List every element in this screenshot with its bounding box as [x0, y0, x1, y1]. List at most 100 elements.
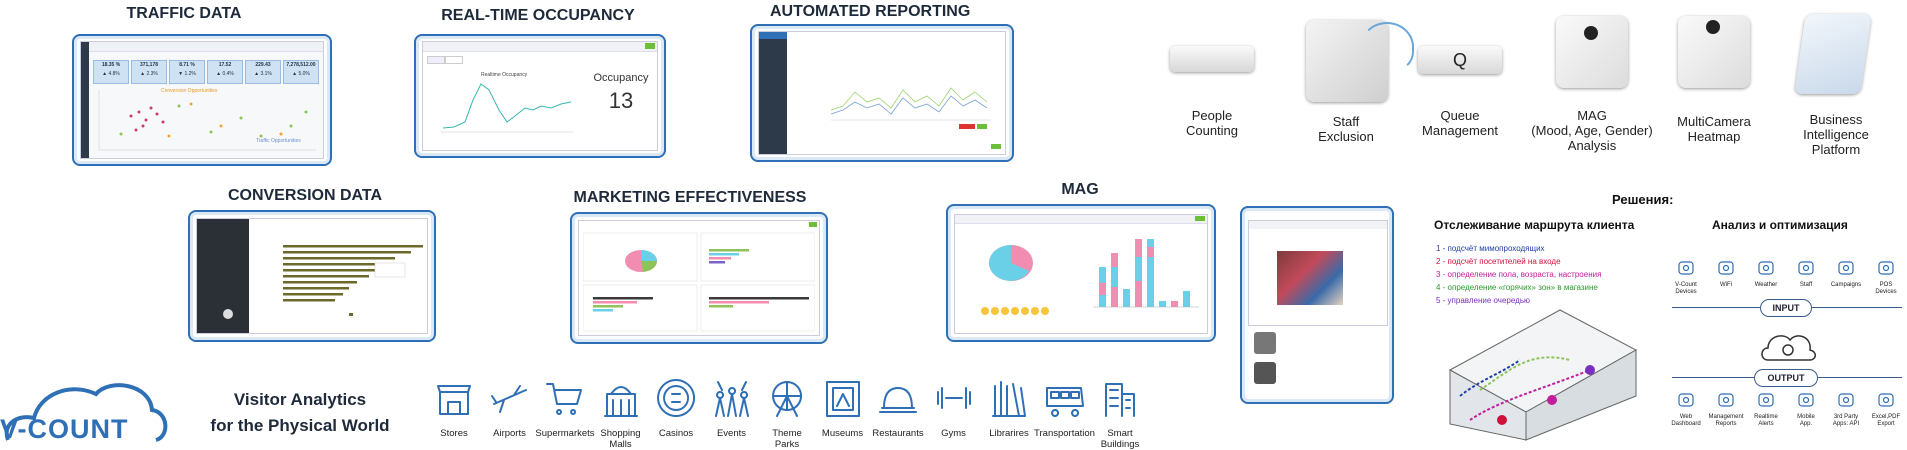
kpi-value: 371,178 — [139, 62, 159, 68]
mall-icon — [601, 378, 641, 418]
shopping-cart-icon — [545, 378, 585, 418]
tagline-line1: Visitor Analytics — [233, 390, 367, 409]
occupancy-screen: Realtime Occupancy Occupancy 13 — [422, 41, 658, 151]
kpi-tile: 17.52 ▲ 0.4% — [207, 60, 243, 84]
reporting-line-chart — [830, 87, 991, 121]
solution-item: 5 - управление очередью — [1436, 296, 1530, 305]
airplane-icon — [490, 378, 530, 418]
cloche-icon — [878, 378, 918, 418]
industry-label: Museums — [821, 428, 864, 439]
bi-platform-devices — [1794, 14, 1872, 94]
mag-camera-card[interactable] — [1240, 206, 1394, 404]
marketing-card[interactable] — [570, 212, 828, 344]
mag-device-lens — [1584, 26, 1598, 40]
mag-charts — [981, 239, 1199, 315]
store-isometric-map — [1440, 300, 1640, 444]
kpi-change: ▲ 4.8% — [102, 71, 120, 77]
mag-analysis-label: MAG (Mood, Age, Gender) Analysis — [1531, 108, 1653, 153]
report-icon — [1716, 392, 1736, 408]
output-label: OUTPUT — [1754, 369, 1818, 387]
mag-screen — [954, 214, 1208, 334]
input-label: WiFi — [1720, 282, 1732, 288]
logo-text: V-COUNT — [0, 414, 129, 444]
svg-text:Conversion Opportunities: Conversion Opportunities — [161, 88, 218, 94]
output-label: Web Dashboard — [1671, 414, 1701, 427]
conversion-card[interactable] — [188, 210, 436, 342]
kpi-tile: 371,178 ▲ 2.3% — [131, 60, 167, 84]
face-avatar-2 — [1254, 362, 1276, 384]
automated-reporting-title: AUTOMATED REPORTING — [770, 3, 971, 20]
occupancy-label: Occupancy — [593, 72, 649, 84]
reporting-card[interactable] — [750, 24, 1014, 162]
store-map-illustration — [1448, 309, 1638, 441]
input-label: Weather — [1754, 282, 1778, 288]
industry-label: Casinos — [658, 428, 694, 439]
kpi-value: 17.52 — [218, 62, 232, 68]
marketing-effectiveness-title: MARKETING EFFECTIVENESS — [573, 189, 807, 206]
api-icon — [1836, 392, 1856, 408]
kpi-change: ▲ 0.4% — [216, 71, 234, 77]
museum-icon — [823, 378, 863, 418]
wifi-icon — [1716, 260, 1736, 276]
event-crowd-icon — [712, 378, 752, 418]
queue-management-device: Q — [1418, 46, 1502, 74]
output-label: Realtime Alerts — [1754, 414, 1778, 427]
industry-label: Transportation — [1034, 428, 1095, 439]
books-icon — [989, 378, 1029, 418]
face-avatar-1 — [1254, 332, 1276, 354]
kpi-tile: 7,278,512.00 ▲ 5.0% — [283, 60, 319, 84]
kpi-change: ▲ 2.3% — [140, 71, 158, 77]
input-label: V-Count Devices — [1675, 282, 1697, 295]
input-label: Campaigns — [1830, 282, 1862, 288]
industry-label: Restaurants — [872, 428, 924, 439]
kpi-change: ▲ 5.0% — [292, 71, 310, 77]
v-count-logo: V-COUNT — [0, 374, 170, 444]
input-label: Staff — [1799, 282, 1813, 288]
bus-icon — [1045, 378, 1085, 418]
kpi-value: 8.71 % — [179, 62, 195, 68]
camera-feed-image — [1277, 251, 1343, 305]
dumbbell-icon — [934, 378, 974, 418]
input-label: INPUT — [1760, 299, 1812, 317]
input-label: POS Devices — [1875, 282, 1897, 295]
people-counting-device — [1170, 46, 1254, 72]
traffic-scatter-plot: Conversion Opportunities Traffic Opportu… — [98, 88, 316, 151]
output-label: Excel,PDF Export — [1871, 414, 1901, 427]
industry-label: Librarires — [989, 428, 1029, 439]
solution-item: 2 - подсчёт посетителей на входе — [1436, 257, 1561, 266]
industry-label: Shopping Malls — [600, 428, 641, 450]
industry-label: Stores — [440, 428, 468, 439]
kpi-value: 7,278,512.00 — [286, 62, 316, 68]
casino-chip-icon — [656, 378, 696, 418]
staff-icon — [1796, 260, 1816, 276]
svg-text:Realtime Occupancy: Realtime Occupancy — [481, 72, 528, 78]
occupancy-line-chart: Realtime Occupancy — [441, 72, 574, 133]
conversion-data-title: CONVERSION DATA — [227, 187, 383, 204]
reporting-screen — [758, 31, 1006, 155]
bi-platform-label: Business Intelligence Platform — [1803, 112, 1869, 157]
mag-card[interactable] — [946, 204, 1216, 342]
industry-label: Supermarkets — [535, 428, 595, 439]
kpi-change: ▼ 1.2% — [178, 71, 196, 77]
solution-item: 1 - подсчёт мимопроходящих — [1436, 244, 1545, 253]
realtime-occupancy-title: REAL-TIME OCCUPANCY — [441, 7, 635, 24]
cloud-logo-icon — [4, 383, 168, 442]
industry-label: Airports — [493, 428, 526, 439]
svg-text:Traffic Opportunities: Traffic Opportunities — [256, 138, 301, 144]
output-label: Mobile App. — [1797, 414, 1815, 427]
queue-management-label: Queue Management — [1422, 108, 1498, 138]
solutions-title: Решения: — [1612, 192, 1674, 207]
multicamera-heatmap-label: MultiCamera Heatmap — [1677, 114, 1751, 144]
industry-label: Events — [716, 428, 747, 439]
staff-lanyard — [1360, 22, 1414, 72]
route-tracking-title: Отслеживание маршрута клиента — [1434, 218, 1635, 232]
export-icon — [1876, 392, 1896, 408]
industry-label: Theme Parks — [772, 428, 802, 450]
kpi-change: ▲ 3.1% — [254, 71, 272, 77]
kpi-tile: 8.71 % ▼ 1.2% — [169, 60, 205, 84]
occupancy-card[interactable]: Realtime Occupancy Occupancy 13 — [414, 34, 666, 158]
traffic-data-card[interactable]: 18.35 % ▲ 4.8% 371,178 ▲ 2.3% 8.71 % ▼ 1.2% 17… — [72, 34, 332, 166]
tagline-line2: for the Physical World — [210, 416, 390, 435]
building-icon — [1100, 378, 1140, 418]
traffic-data-title: TRAFFIC DATA — [126, 5, 242, 22]
